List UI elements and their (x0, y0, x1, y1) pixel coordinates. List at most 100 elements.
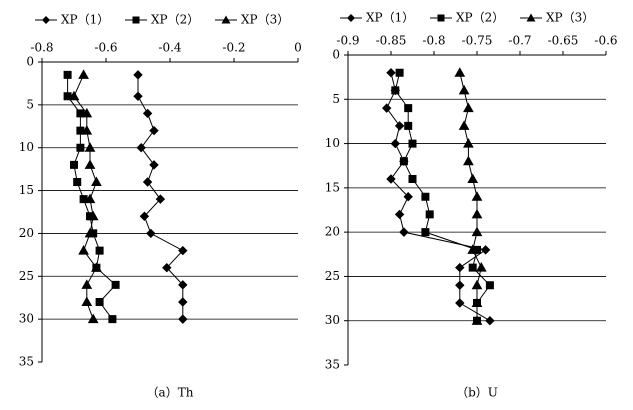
legend-label: XP（3） (546, 11, 594, 25)
legend-label: XP（1） (61, 13, 109, 27)
legend-marker (347, 14, 355, 22)
marker (146, 228, 156, 239)
x-tick-label: -0.6 (594, 34, 617, 48)
marker (78, 69, 89, 79)
x-tick-label: -0.8 (30, 41, 53, 55)
marker (425, 210, 434, 219)
marker (391, 86, 400, 95)
x-tick-label: -0.9 (336, 34, 359, 48)
marker (81, 279, 93, 289)
marker (162, 263, 172, 273)
marker (87, 313, 99, 324)
legend-label: XP（3） (241, 13, 289, 27)
marker (178, 280, 188, 290)
marker (142, 177, 153, 187)
marker (73, 178, 82, 186)
marker (399, 157, 408, 166)
marker (455, 280, 465, 290)
marker (394, 209, 405, 220)
marker (458, 120, 470, 130)
x-tick-label: -0.6 (94, 41, 117, 55)
marker (95, 298, 104, 306)
marker (455, 298, 465, 308)
legend-marker (132, 16, 140, 24)
marker (81, 107, 93, 118)
marker (471, 279, 483, 290)
marker (455, 262, 465, 273)
marker (178, 297, 188, 307)
legend-label: XP（2） (151, 13, 199, 27)
y-tick-label: 0 (332, 48, 340, 62)
marker (76, 143, 85, 152)
marker (178, 245, 188, 256)
marker (155, 194, 166, 204)
marker (467, 244, 479, 254)
marker (421, 228, 430, 237)
marker (142, 108, 153, 119)
marker (91, 262, 102, 272)
marker (91, 176, 102, 186)
marker (81, 125, 93, 135)
marker (68, 90, 80, 101)
marker (133, 70, 143, 80)
x-tick-label: -0.75 (462, 34, 493, 48)
marker (108, 315, 117, 324)
y-tick-label: 10 (325, 136, 340, 150)
marker (471, 297, 483, 307)
legend-marker (526, 13, 536, 22)
caption: （a）Th (147, 386, 194, 400)
legend-marker (437, 14, 445, 22)
marker (381, 103, 392, 113)
y-tick-label: 25 (325, 269, 340, 283)
y-tick-label: 10 (19, 140, 34, 154)
marker (178, 314, 188, 324)
marker (84, 193, 96, 204)
marker (404, 104, 413, 113)
x-tick-label: -0.7 (508, 34, 531, 48)
legend-marker (42, 16, 50, 24)
legend-label: XP（2） (456, 11, 504, 25)
marker (149, 160, 159, 170)
x-tick-label: 0 (294, 41, 302, 55)
y-tick-label: 20 (19, 226, 34, 240)
x-tick-label: -0.65 (548, 34, 579, 48)
y-tick-label: 0 (26, 55, 34, 69)
marker (136, 143, 146, 153)
marker (87, 210, 99, 221)
marker (404, 121, 413, 130)
marker (133, 91, 143, 101)
marker (390, 138, 401, 149)
marker (84, 159, 96, 169)
marker (480, 245, 491, 255)
y-tick-label: 5 (26, 97, 34, 111)
marker (408, 175, 417, 183)
marker (78, 245, 89, 255)
y-tick-label: 15 (325, 180, 340, 194)
marker (454, 67, 466, 77)
x-tick-label: -0.2 (222, 41, 245, 55)
marker (70, 160, 78, 169)
marker (408, 139, 417, 148)
x-tick-label: -0.8 (422, 34, 445, 48)
marker (485, 316, 495, 326)
marker (63, 70, 72, 79)
marker (386, 68, 396, 78)
marker (471, 315, 483, 325)
legend-marker (221, 15, 231, 24)
y-tick-label: 20 (325, 225, 340, 239)
marker (471, 191, 483, 201)
y-tick-label: 25 (19, 269, 34, 283)
caption: （b）U (456, 386, 498, 400)
marker (485, 281, 494, 290)
marker (471, 226, 483, 237)
y-tick-label: 30 (325, 313, 340, 327)
marker (468, 263, 477, 272)
y-tick-label: 35 (325, 358, 340, 372)
y-tick-label: 30 (19, 312, 34, 326)
marker (394, 121, 405, 131)
marker (111, 280, 120, 289)
marker (421, 192, 430, 201)
y-tick-label: 15 (19, 183, 34, 197)
marker (386, 174, 396, 184)
marker (139, 211, 150, 221)
